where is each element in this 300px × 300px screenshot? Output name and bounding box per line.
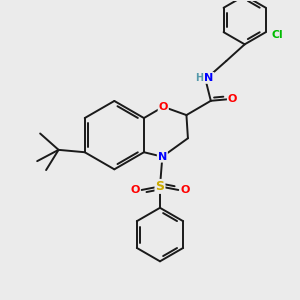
Text: S: S: [155, 180, 164, 193]
Text: Cl: Cl: [271, 29, 283, 40]
Text: H: H: [195, 73, 203, 83]
Text: O: O: [159, 102, 168, 112]
Text: N: N: [204, 73, 214, 83]
Text: O: O: [228, 94, 237, 104]
Text: N: N: [158, 152, 167, 162]
Text: O: O: [180, 185, 190, 195]
Text: O: O: [130, 185, 140, 195]
